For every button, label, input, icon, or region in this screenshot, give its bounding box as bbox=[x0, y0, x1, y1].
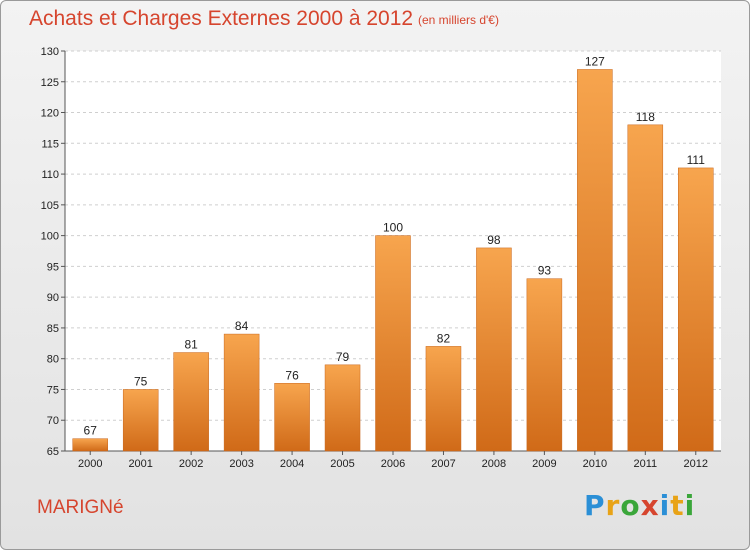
x-tick-label: 2003 bbox=[229, 458, 253, 470]
x-tick-label: 2011 bbox=[633, 458, 657, 470]
y-tick-label: 70 bbox=[47, 415, 59, 427]
y-tick-label: 115 bbox=[41, 138, 59, 150]
proxiti-logo: Proxiti bbox=[584, 489, 695, 522]
y-tick-label: 80 bbox=[47, 354, 59, 366]
bar bbox=[375, 235, 411, 452]
logo-letter: i bbox=[684, 489, 696, 522]
y-tick-label: 130 bbox=[41, 46, 59, 58]
y-tick-label: 90 bbox=[47, 292, 59, 304]
bar bbox=[577, 69, 613, 452]
bar bbox=[678, 167, 714, 452]
bar bbox=[324, 364, 361, 452]
bar bbox=[476, 247, 512, 452]
bar bbox=[526, 278, 563, 452]
logo-letter: o bbox=[620, 489, 641, 522]
y-tick-label: 85 bbox=[47, 323, 59, 335]
logo-letter: P bbox=[584, 489, 606, 522]
chart-subtitle: (en milliers d'€) bbox=[418, 13, 499, 27]
logo-letter: x bbox=[640, 489, 660, 522]
y-tick-label: 110 bbox=[41, 169, 59, 181]
x-tick-label: 2004 bbox=[280, 458, 304, 470]
data-label: 98 bbox=[487, 233, 501, 247]
x-tick-label: 2009 bbox=[532, 458, 556, 470]
x-tick-label: 2002 bbox=[179, 458, 203, 470]
data-label: 75 bbox=[134, 374, 148, 388]
x-tick-label: 2005 bbox=[330, 458, 354, 470]
bar bbox=[122, 389, 159, 452]
y-tick-label: 105 bbox=[41, 200, 59, 212]
commune-name: MARIGNé bbox=[37, 497, 124, 518]
x-tick-label: 2008 bbox=[482, 458, 506, 470]
bar bbox=[425, 346, 462, 452]
x-tick-label: 2007 bbox=[431, 458, 455, 470]
bar bbox=[223, 333, 260, 452]
x-tick-label: 2001 bbox=[128, 458, 152, 470]
x-tick-label: 2010 bbox=[583, 458, 607, 470]
bar bbox=[72, 438, 108, 452]
y-tick-label: 65 bbox=[47, 446, 59, 458]
bar bbox=[274, 383, 310, 452]
data-label: 82 bbox=[437, 331, 451, 345]
logo-letter: t bbox=[670, 489, 685, 522]
data-label: 118 bbox=[636, 110, 655, 124]
data-label: 67 bbox=[84, 424, 98, 438]
bar bbox=[173, 352, 209, 452]
bar bbox=[627, 124, 664, 452]
y-tick-label: 95 bbox=[47, 261, 59, 273]
y-tick-label: 125 bbox=[41, 77, 59, 89]
x-tick-label: 2000 bbox=[78, 458, 102, 470]
data-label: 93 bbox=[538, 264, 552, 278]
chart-title: Achats et Charges Externes 2000 à 2012 bbox=[29, 7, 414, 30]
data-label: 127 bbox=[585, 54, 605, 68]
y-tick-label: 120 bbox=[41, 108, 59, 120]
logo-letter: r bbox=[605, 489, 621, 522]
y-tick-label: 100 bbox=[41, 231, 59, 243]
logo-letter: i bbox=[659, 489, 671, 522]
y-tick-label: 75 bbox=[47, 384, 59, 396]
data-label: 81 bbox=[184, 338, 198, 352]
x-tick-label: 2012 bbox=[684, 458, 708, 470]
x-tick-label: 2006 bbox=[381, 458, 405, 470]
data-label: 100 bbox=[383, 221, 403, 235]
data-label: 84 bbox=[235, 319, 249, 333]
data-label: 76 bbox=[285, 368, 299, 382]
data-label: 79 bbox=[336, 350, 350, 364]
data-label: 111 bbox=[687, 153, 706, 167]
